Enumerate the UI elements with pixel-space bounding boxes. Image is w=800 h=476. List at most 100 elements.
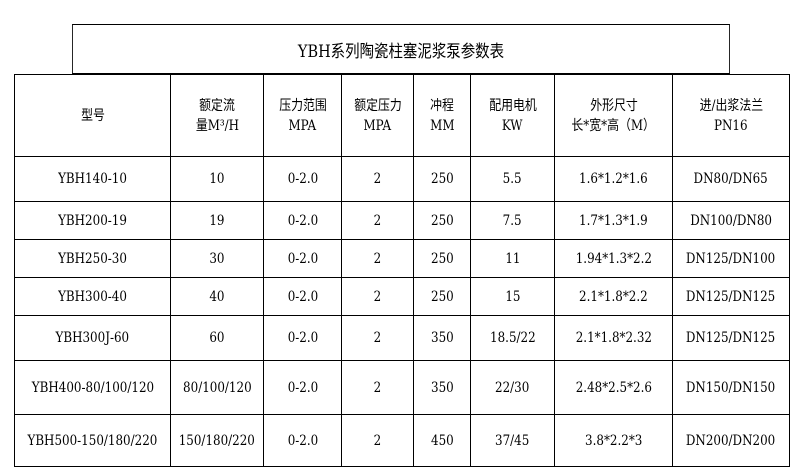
table-cell: 19 <box>170 201 264 240</box>
table-cell: 0-2.0 <box>263 201 342 240</box>
table-cell: 15 <box>470 277 555 316</box>
table-cell: 22/30 <box>470 360 555 415</box>
table-cell: 250 <box>413 156 471 202</box>
cell-text: 250 <box>430 212 454 229</box>
table-cell: 0-2.0 <box>263 360 342 415</box>
cell-text: 1.7*1.3*1.9 <box>579 212 648 229</box>
header-text: MPA <box>288 117 317 134</box>
table-cell: 450 <box>413 414 471 467</box>
cell-text: 450 <box>430 432 454 449</box>
cell-text: YBH500-150/180/220 <box>27 432 158 449</box>
cell-text: 2 <box>373 379 382 396</box>
cell-text: 0-2.0 <box>287 330 318 346</box>
parameter-table-frame: YBH系列陶瓷柱塞泥浆泵参数表 型号 额定流 量M³/H 压力范围 MPA 额定压力 MPA… <box>14 24 790 467</box>
header-text: 型号 <box>80 107 105 124</box>
cell-text: YBH200-19 <box>58 212 127 229</box>
cell-text: DN125/DN125 <box>686 288 776 305</box>
table-cell: 2.1*1.8*2.32 <box>554 315 673 361</box>
table-cell: DN80/DN65 <box>672 156 790 202</box>
table-cell: YBH400-80/100/120 <box>14 360 171 415</box>
table-row: YBH250-30 30 0-2.0 2 250 11 1.94*1.3*2.2 DN125/… <box>14 239 790 278</box>
header-text: 外形尺寸 <box>589 97 638 114</box>
cell-text: YBH300-40 <box>58 288 127 305</box>
header-text: 冲程 <box>430 97 454 114</box>
table-cell: YBH250-30 <box>14 239 171 278</box>
header-text: 配用电机 <box>488 97 537 114</box>
header-text: 压力范围 <box>278 97 327 114</box>
table-cell: 11 <box>470 239 555 278</box>
cell-text: 150/180/220 <box>178 432 256 449</box>
table-cell: 0-2.0 <box>263 156 342 202</box>
header-cell: 配用电机 KW <box>470 74 555 157</box>
cell-text: 350 <box>430 330 454 346</box>
table-row: YBH500-150/180/220 150/180/220 0-2.0 2 450 37… <box>14 414 790 467</box>
cell-text: 0-2.0 <box>287 212 318 229</box>
cell-text: YBH300J-60 <box>55 330 130 346</box>
header-text: 长*宽*高（M） <box>571 117 656 134</box>
table-cell: 7.5 <box>470 201 555 240</box>
cell-text: 18.5/22 <box>489 330 536 346</box>
table-cell: 250 <box>413 277 471 316</box>
cell-text: 19 <box>209 212 225 229</box>
table-cell: 2 <box>341 277 414 316</box>
header-cell: 外形尺寸长*宽*高（M） <box>554 74 673 157</box>
table-cell: 2 <box>341 414 414 467</box>
table-cell: 0-2.0 <box>263 414 342 467</box>
header-cell: 型号 <box>14 74 171 157</box>
table-cell: YBH200-19 <box>14 201 171 240</box>
cell-text: 0-2.0 <box>287 432 318 449</box>
table-cell: 37/45 <box>470 414 555 467</box>
cell-text: 37/45 <box>495 432 530 449</box>
table-cell: 250 <box>413 201 471 240</box>
table-cell: DN125/DN125 <box>672 277 790 316</box>
table-cell: 60 <box>170 315 264 361</box>
header-cell: 压力范围 MPA <box>263 74 342 157</box>
cell-text: 15 <box>504 288 521 305</box>
table-cell: DN200/DN200 <box>672 414 790 467</box>
cell-text: 22/30 <box>495 379 530 396</box>
table-cell: 350 <box>413 360 471 415</box>
table-cell: 3.8*2.2*3 <box>554 414 673 467</box>
table-cell: YBH140-10 <box>14 156 171 202</box>
table-row: YBH140-10 10 0-2.0 2 250 5.5 1.6*1.2*1.6 DN80/D… <box>14 156 790 202</box>
cell-text: 3.8*2.2*3 <box>584 432 643 449</box>
table-cell: 40 <box>170 277 264 316</box>
table-cell: 1.6*1.2*1.6 <box>554 156 673 202</box>
cell-text: YBH250-30 <box>58 250 127 267</box>
header-text: 进/出浆法兰 <box>699 97 763 114</box>
cell-text: 30 <box>209 250 225 267</box>
header-row: 型号 额定流 量M³/H 压力范围 MPA 额定压力 MPA 冲程 MM 配用电机 KW 外形尺寸 长*… <box>14 74 790 157</box>
cell-text: DN125/DN125 <box>686 330 776 346</box>
header-text: KW <box>502 117 523 134</box>
header-text: MPA <box>363 117 392 134</box>
table-cell: 2 <box>341 201 414 240</box>
parameter-table: 型号 额定流 量M³/H 压力范围 MPA 额定压力 MPA 冲程 MM 配用电机 KW 外形尺寸 长*… <box>14 74 790 467</box>
table-row: YBH400-80/100/120 80/100/120 0-2.0 2 350 22/3… <box>14 360 790 415</box>
table-cell: DN150/DN150 <box>672 360 790 415</box>
cell-text: DN125/DN100 <box>686 250 776 267</box>
cell-text: 40 <box>209 288 225 305</box>
table-cell: 5.5 <box>470 156 555 202</box>
table-cell: DN100/DN80 <box>672 201 790 240</box>
header-cell: 冲程 MM <box>413 74 471 157</box>
header-text: 量M³/H <box>195 117 239 134</box>
table-cell: 150/180/220 <box>170 414 264 467</box>
table-cell: DN125/DN100 <box>672 239 790 278</box>
table-cell: 1.7*1.3*1.9 <box>554 201 673 240</box>
header-text: PN16 <box>714 117 748 134</box>
table-cell: YBH300-40 <box>14 277 171 316</box>
table-cell: 250 <box>413 239 471 278</box>
header-text: MM <box>429 117 455 134</box>
cell-text: DN80/DN65 <box>693 171 769 187</box>
table-cell: 2.1*1.8*2.2 <box>554 277 673 316</box>
cell-text: 2 <box>373 432 382 449</box>
table-cell: YBH300J-60 <box>14 315 171 361</box>
cell-text: 0-2.0 <box>287 250 318 267</box>
cell-text: 10 <box>209 171 225 187</box>
header-cell: 进/出浆法兰 PN16 <box>672 74 790 157</box>
table-cell: 2 <box>341 315 414 361</box>
table-row: YBH300J-60 60 0-2.0 2 350 18.5/22 2.1*1.8*2.32… <box>14 315 790 361</box>
cell-text: DN150/DN150 <box>686 379 776 396</box>
cell-text: 250 <box>430 288 454 305</box>
table-cell: 1.94*1.3*2.2 <box>554 239 673 278</box>
